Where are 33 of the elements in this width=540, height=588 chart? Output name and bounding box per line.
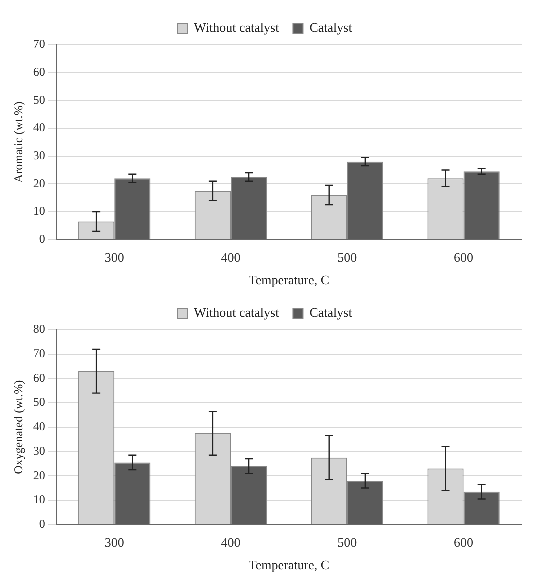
x-tick-label: 600 <box>454 250 474 266</box>
x-axis-title: Temperature, C <box>248 272 330 288</box>
legend-label: Without catalyst <box>194 304 280 320</box>
y-tick-label: 50 <box>33 92 46 107</box>
y-tick-label: 10 <box>33 492 46 507</box>
y-tick-label: 10 <box>33 204 46 218</box>
x-axis-title: Temperature, C <box>248 558 330 573</box>
x-tick-label: 500 <box>338 250 358 266</box>
y-tick-label: 20 <box>33 468 46 482</box>
x-tick-label: 400 <box>221 535 241 550</box>
legend-label: Catalyst <box>310 20 353 35</box>
y-tick-label: 0 <box>39 516 46 531</box>
x-tick-label: 500 <box>338 535 358 550</box>
y-axis-title: Aromatic (wt.%) <box>11 102 26 184</box>
x-tick-label: 600 <box>454 535 474 550</box>
x-tick-label: 400 <box>221 250 241 266</box>
y-tick-label: 60 <box>33 370 46 385</box>
y-tick-label: 40 <box>33 120 46 135</box>
y-tick-label: 60 <box>33 64 46 79</box>
y-axis-title: Oxygenated (wt.%) <box>11 380 26 474</box>
y-tick-label: 70 <box>33 346 46 361</box>
y-tick-label: 30 <box>33 444 46 458</box>
y-tick-label: 30 <box>33 148 46 162</box>
x-tick-label: 300 <box>104 250 124 266</box>
y-tick-label: 0 <box>39 232 46 246</box>
legend-label: Catalyst <box>310 304 353 320</box>
y-tick-label: 80 <box>33 322 46 336</box>
y-tick-label: 50 <box>33 395 46 410</box>
legend-label: Without catalyst <box>194 20 280 35</box>
y-tick-label: 40 <box>33 420 46 434</box>
y-tick-label: 20 <box>33 176 46 190</box>
x-tick-label: 300 <box>104 535 124 550</box>
y-tick-label: 70 <box>33 37 46 52</box>
